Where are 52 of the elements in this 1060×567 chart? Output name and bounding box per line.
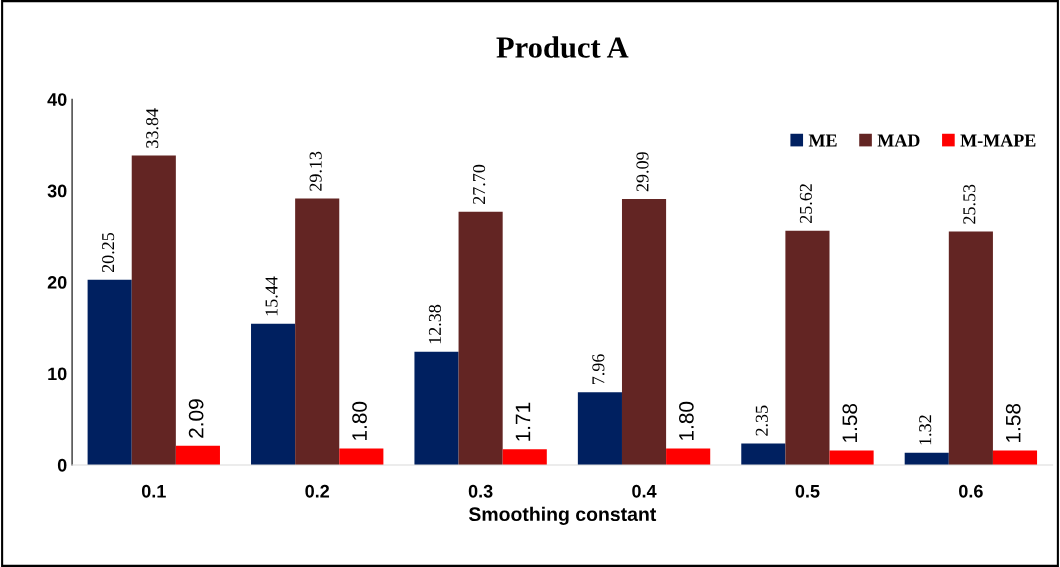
data-label: 20.25 <box>102 232 115 273</box>
bar <box>414 351 459 465</box>
x-tick-label: 0.2 <box>305 484 330 498</box>
legend-label: MAD <box>877 134 920 147</box>
data-label: 25.62 <box>799 184 813 223</box>
data-label: 27.70 <box>472 164 486 204</box>
data-label: 12.38 <box>428 304 442 344</box>
y-tick-label: 20 <box>47 276 67 289</box>
bar <box>502 449 547 465</box>
bar <box>621 198 667 465</box>
bar <box>948 231 993 465</box>
x-tick-label: 0.3 <box>468 484 493 498</box>
legend-label: ME <box>808 134 837 147</box>
bar <box>666 448 711 465</box>
chart-title: Product A <box>496 36 629 58</box>
data-label: 25.53 <box>963 184 976 224</box>
bar <box>339 448 384 465</box>
data-label: 29.09 <box>636 152 649 192</box>
data-label: 1.58 <box>842 403 858 442</box>
bar <box>992 450 1038 465</box>
y-tick-label: 30 <box>47 184 67 198</box>
data-label: 7.96 <box>592 354 605 385</box>
legend-label: M-MAPE <box>960 134 1036 147</box>
bar <box>458 211 503 465</box>
data-label: 15.44 <box>265 276 278 316</box>
data-label: 1.80 <box>679 401 694 440</box>
bar <box>741 443 786 465</box>
bar <box>87 279 132 465</box>
bar <box>904 452 949 465</box>
bar <box>577 392 622 465</box>
y-tick-label: 10 <box>48 367 67 381</box>
bar <box>251 323 296 465</box>
y-tick-label: 40 <box>47 93 67 106</box>
data-label: 1.80 <box>352 401 367 440</box>
x-tick-label: 0.6 <box>959 484 983 498</box>
x-tick-label: 0.4 <box>632 484 657 498</box>
data-label: 33.84 <box>146 108 159 148</box>
bar <box>829 450 874 465</box>
data-label: 1.32 <box>919 415 932 445</box>
data-label: 2.09 <box>188 399 204 438</box>
data-label: 1.58 <box>1005 403 1021 442</box>
x-tick-label: 0.1 <box>141 484 166 498</box>
y-tick-label: 0 <box>57 458 67 472</box>
bar <box>131 155 176 465</box>
bar <box>295 198 340 465</box>
data-label: 29.13 <box>309 151 322 191</box>
bar <box>785 230 830 465</box>
x-tick-label: 0.5 <box>795 484 820 498</box>
bar <box>175 445 220 465</box>
x-axis-title: Smoothing constant <box>468 506 657 525</box>
data-label: 2.35 <box>755 405 768 436</box>
data-label: 1.71 <box>515 402 531 441</box>
